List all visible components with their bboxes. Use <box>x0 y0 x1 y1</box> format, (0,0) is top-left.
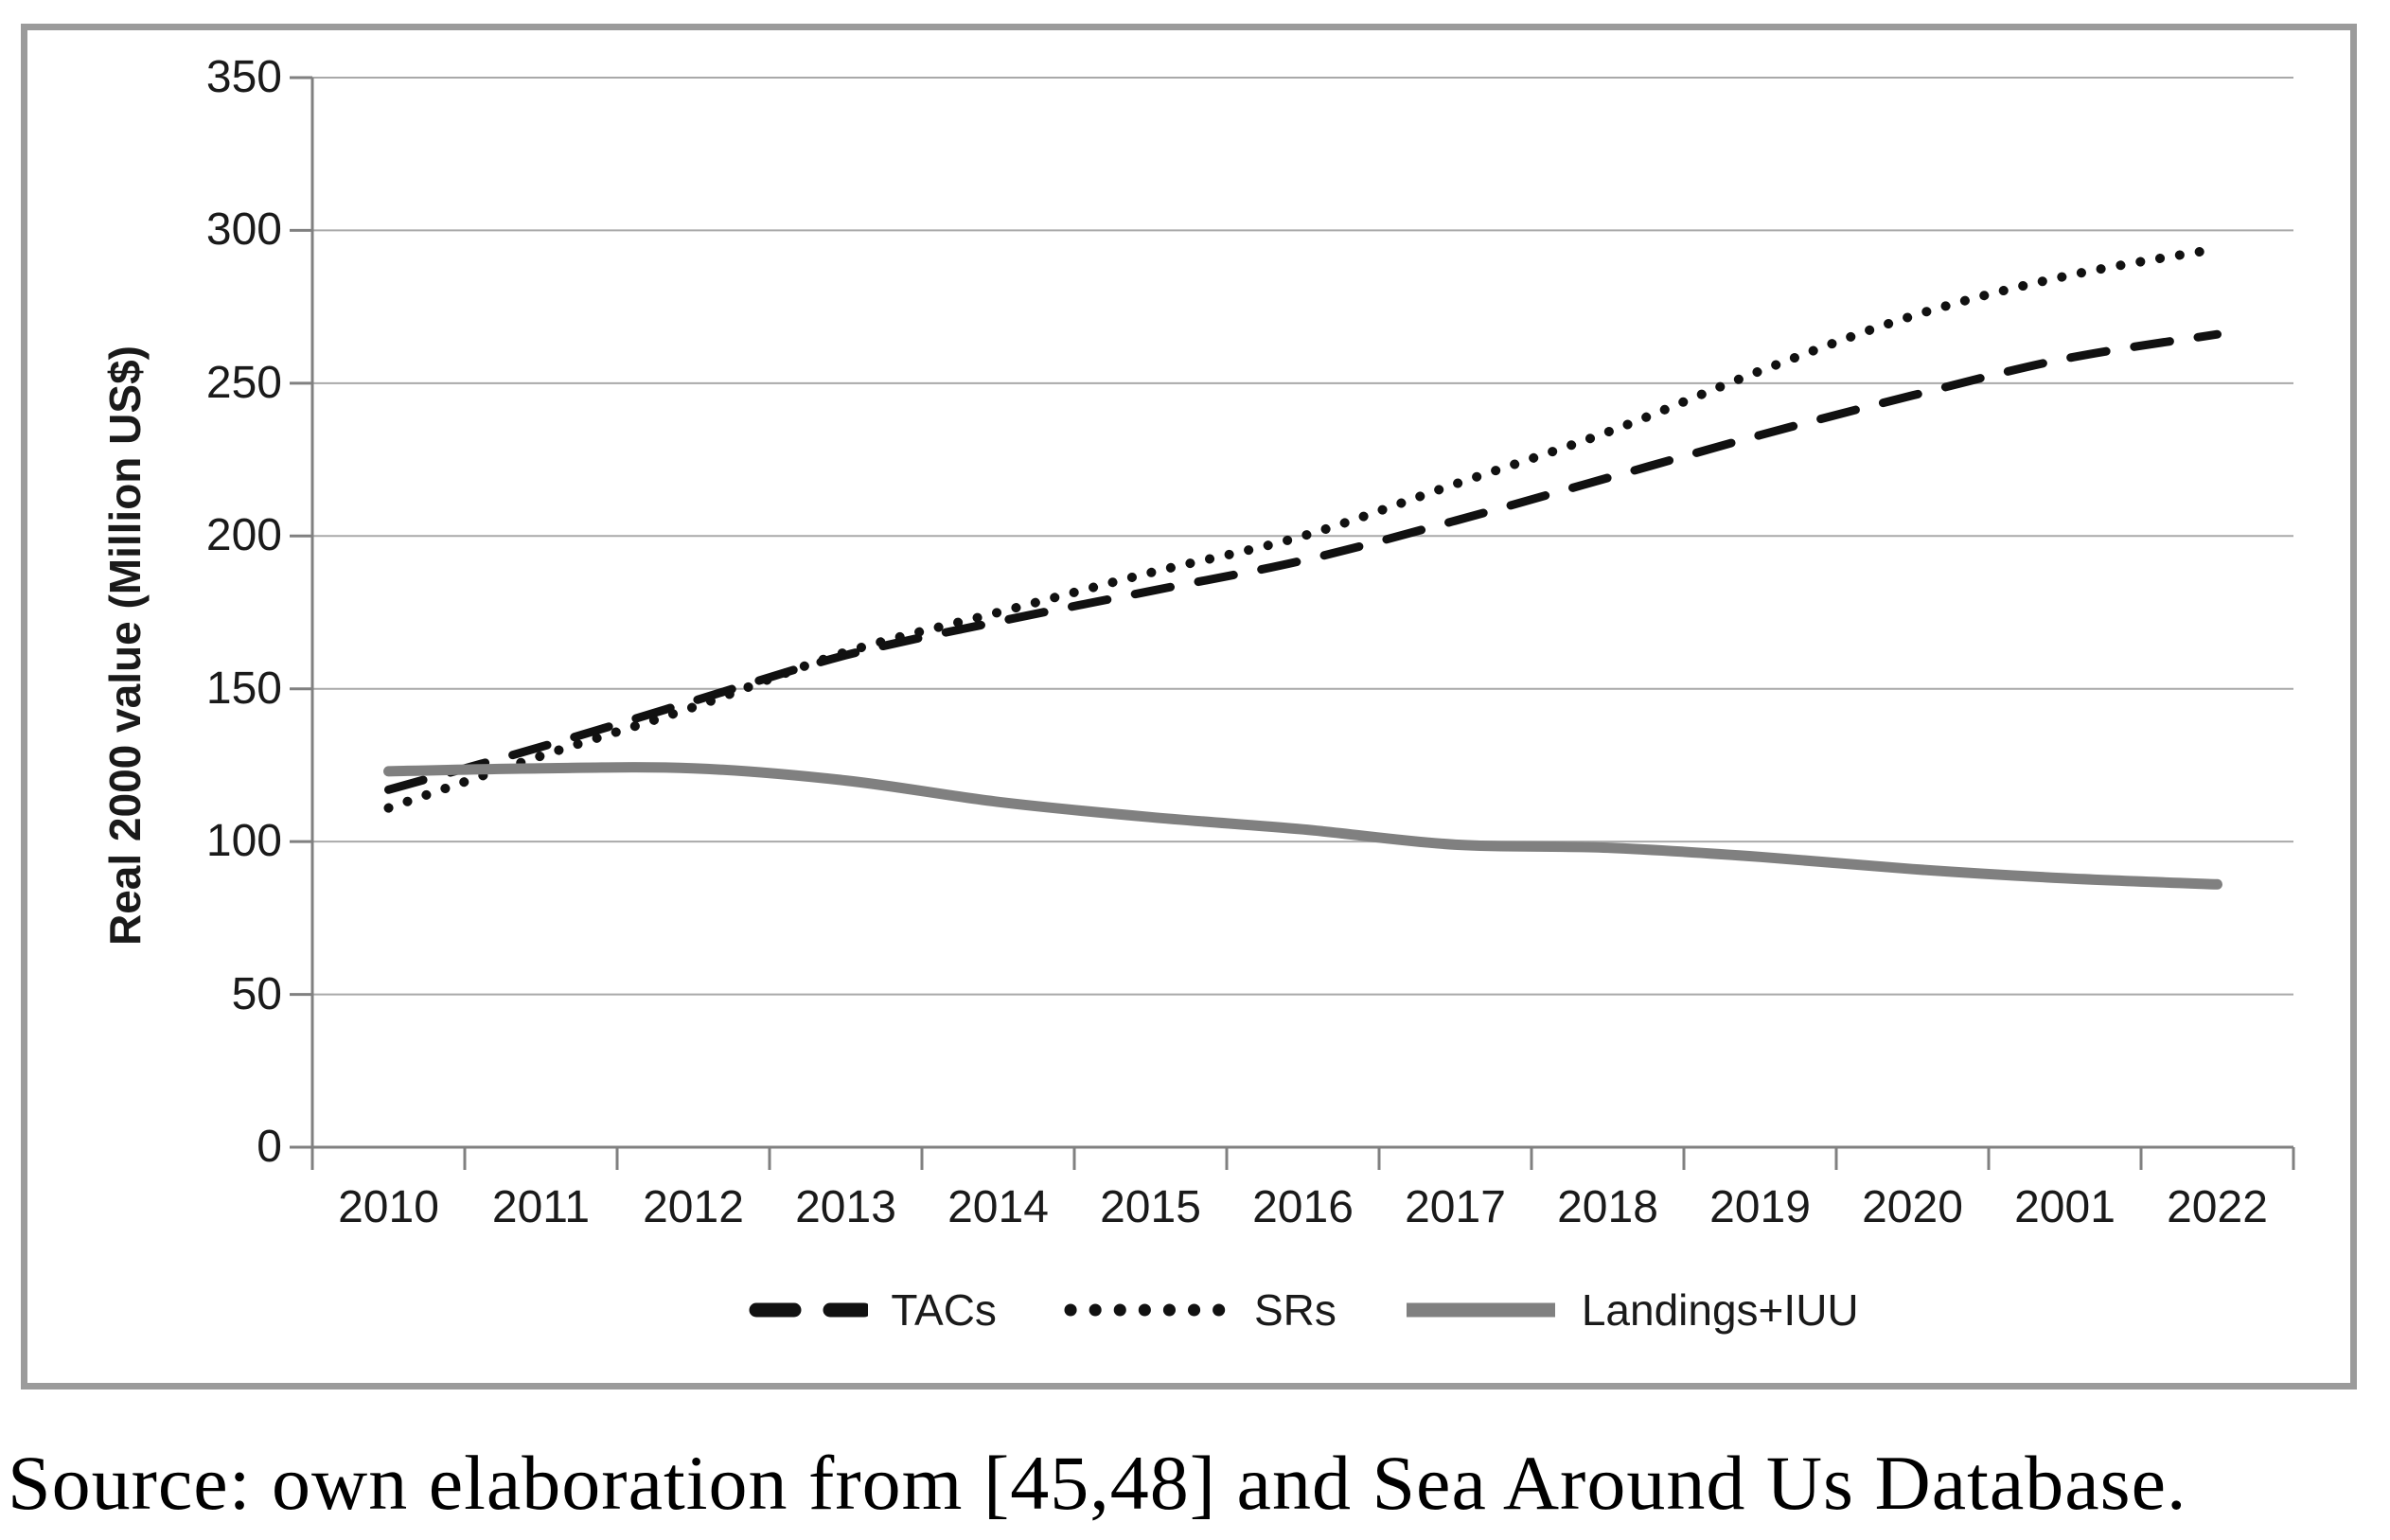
legend-label-srs: SRs <box>1253 1285 1337 1335</box>
x-tick-label-2016: 2016 <box>1252 1182 1354 1232</box>
x-tick-label-2012: 2012 <box>643 1182 744 1232</box>
x-tick-label-2017: 2017 <box>1405 1182 1506 1232</box>
y-tick-label-250: 250 <box>205 357 282 408</box>
x-tick-label-2018: 2018 <box>1557 1182 1658 1232</box>
y-tick-label-50: 50 <box>231 968 282 1019</box>
y-tick-label-100: 100 <box>205 816 282 867</box>
x-tick-label-2022: 2022 <box>2167 1182 2268 1232</box>
x-tick-label-2013: 2013 <box>795 1182 896 1232</box>
x-tick-label-2015: 2015 <box>1100 1182 1201 1232</box>
x-tick-label-2001: 2001 <box>2014 1182 2116 1232</box>
y-tick-label-350: 350 <box>205 52 282 102</box>
series-line-landings-iuu <box>383 762 2222 890</box>
chart-border-frame <box>21 24 2357 1390</box>
legend-swatch-dashed-line-icon <box>749 1302 869 1318</box>
x-tick-label-2020: 2020 <box>1862 1182 1963 1232</box>
x-tick-label-2010: 2010 <box>338 1182 439 1232</box>
x-tick-label-2014: 2014 <box>947 1182 1049 1232</box>
y-tick-label-150: 150 <box>205 663 282 714</box>
legend-swatch-solid-line-icon <box>1406 1302 1555 1318</box>
chart-legend: TACs SRs Landings+IUU <box>312 1283 2293 1336</box>
y-tick-label-300: 300 <box>205 204 282 256</box>
legend-swatch-dotted-line-icon <box>1064 1303 1231 1317</box>
series-line-srs <box>383 243 2222 813</box>
y-tick-label-0: 0 <box>257 1122 282 1172</box>
x-tick-label-2019: 2019 <box>1709 1182 1811 1232</box>
y-tick-label-200: 200 <box>205 510 282 561</box>
legend-label-tacs: TACs <box>891 1285 997 1335</box>
series-line-tacs <box>384 329 2222 794</box>
x-tick-label-2011: 2011 <box>491 1182 591 1232</box>
legend-label-landings-iuu: Landings+IUU <box>1581 1285 1859 1335</box>
source-caption: Source: own elaboration from [45,48] and… <box>8 1440 2187 1526</box>
